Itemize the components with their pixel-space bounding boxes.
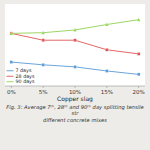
series-line xyxy=(11,62,138,74)
caption: Fig. 3: Average 7ᵗʰ, 28ᵗʰ and 90ᵗʰ day s… xyxy=(6,104,143,117)
legend-swatch xyxy=(7,70,14,71)
legend-label: 90 days xyxy=(16,79,35,84)
series-line xyxy=(11,33,138,54)
x-tick-label: 0% xyxy=(7,89,16,95)
legend: 7 days28 days90 days xyxy=(7,68,35,84)
legend-label: 28 days xyxy=(16,74,35,79)
series-line xyxy=(11,20,138,34)
caption-line: str xyxy=(72,110,80,116)
plot-area xyxy=(5,4,145,86)
x-tick-label: 5% xyxy=(39,89,48,95)
point xyxy=(73,28,77,31)
legend-label: 7 days xyxy=(16,68,32,73)
point xyxy=(105,69,108,72)
point xyxy=(137,18,141,21)
caption-line: different concrete mixes xyxy=(43,117,107,123)
point xyxy=(74,39,77,42)
point xyxy=(10,61,13,64)
plot-data xyxy=(9,18,140,76)
point xyxy=(42,63,45,66)
point xyxy=(105,23,109,26)
point xyxy=(137,52,140,55)
point xyxy=(42,39,45,42)
point xyxy=(9,31,13,34)
caption: different concrete mixes xyxy=(43,117,107,123)
x-tick-label: 15% xyxy=(101,89,113,95)
x-axis-label: Copper slag xyxy=(57,95,93,103)
point xyxy=(74,65,77,68)
point xyxy=(41,31,45,34)
chart: 0%5%10%15%20%Copper slag7 days28 days90 … xyxy=(0,0,150,150)
point xyxy=(137,73,140,76)
point xyxy=(10,32,13,35)
legend-swatch xyxy=(7,76,14,77)
x-tick-label: 20% xyxy=(133,89,145,95)
legend-swatch xyxy=(7,81,14,82)
point xyxy=(105,48,108,51)
